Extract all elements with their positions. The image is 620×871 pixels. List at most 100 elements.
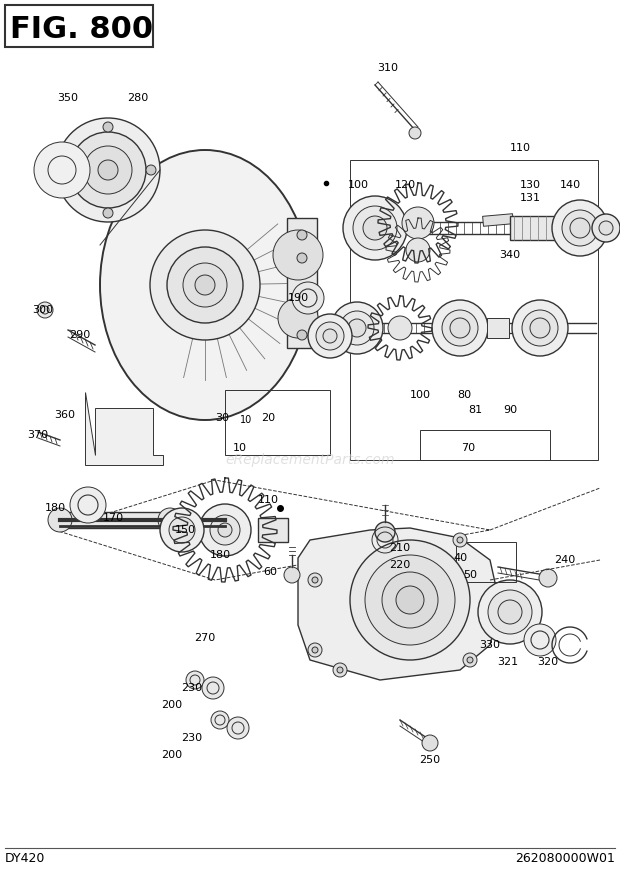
Text: 240: 240 [554,555,575,565]
Polygon shape [85,392,163,465]
Text: 190: 190 [288,293,309,303]
Circle shape [467,657,473,663]
Circle shape [278,298,318,338]
Circle shape [210,515,240,545]
Text: 110: 110 [257,495,278,505]
Text: 30: 30 [215,413,229,423]
Circle shape [146,165,156,175]
Bar [487,318,509,338]
Text: 262080000W01: 262080000W01 [515,852,615,865]
Text: DY420: DY420 [5,852,45,865]
Circle shape [353,206,397,250]
Circle shape [308,643,322,657]
Text: 230: 230 [182,683,203,693]
Bar [258,518,288,542]
Circle shape [396,586,424,614]
Circle shape [599,221,613,235]
Text: 360: 360 [55,410,76,420]
Text: 180: 180 [45,503,66,513]
Bar [60,512,170,528]
Text: 200: 200 [161,700,182,710]
Bar [350,160,598,460]
Text: 340: 340 [500,250,521,260]
Text: 290: 290 [69,330,91,340]
Circle shape [284,567,300,583]
Text: 320: 320 [538,657,559,667]
Circle shape [512,300,568,356]
Text: 120: 120 [394,180,415,190]
Text: 280: 280 [127,93,149,103]
Bar [225,390,330,455]
Text: 131: 131 [520,193,541,203]
Ellipse shape [100,150,310,420]
Circle shape [84,146,132,194]
Circle shape [450,318,470,338]
Circle shape [186,671,204,689]
Text: FIG. 800: FIG. 800 [10,16,153,44]
Text: 330: 330 [479,640,500,650]
Circle shape [348,319,366,337]
Text: 81: 81 [468,405,482,415]
Circle shape [453,533,467,547]
Circle shape [363,216,387,240]
Bar [287,218,317,348]
Circle shape [382,572,438,628]
Circle shape [337,667,343,673]
Circle shape [312,577,318,583]
Text: 60: 60 [263,567,277,577]
Circle shape [331,302,383,354]
Circle shape [150,230,260,340]
Circle shape [169,517,195,543]
Circle shape [522,310,558,346]
Text: eReplacementParts.com: eReplacementParts.com [225,453,395,467]
Circle shape [570,218,590,238]
Circle shape [308,573,322,587]
Text: 40: 40 [453,553,467,563]
Text: 150: 150 [174,525,195,535]
Text: 10: 10 [233,443,247,453]
Circle shape [56,118,160,222]
Text: 250: 250 [420,755,441,765]
Text: 270: 270 [195,633,216,643]
Text: 80: 80 [457,390,471,400]
Circle shape [432,300,488,356]
Circle shape [498,600,522,624]
Text: 300: 300 [32,305,53,315]
Bar [456,542,516,582]
Circle shape [442,310,478,346]
Circle shape [158,508,182,532]
Circle shape [195,275,215,295]
Circle shape [297,295,307,305]
Circle shape [297,230,307,240]
Circle shape [308,314,352,358]
Circle shape [312,647,318,653]
Text: 230: 230 [182,733,203,743]
Circle shape [211,711,229,729]
Circle shape [183,263,227,307]
Text: 200: 200 [161,750,182,760]
Circle shape [530,318,550,338]
Text: 100: 100 [409,390,430,400]
Circle shape [103,208,113,218]
Circle shape [167,247,243,323]
Circle shape [98,160,118,180]
Circle shape [160,508,204,552]
Circle shape [343,196,407,260]
Text: 310: 310 [378,63,399,73]
Circle shape [103,122,113,132]
Circle shape [48,508,72,532]
Circle shape [70,487,106,523]
Text: 10: 10 [240,415,252,425]
Bar [510,216,565,240]
Text: 170: 170 [102,513,123,523]
Text: 110: 110 [510,143,531,153]
Circle shape [409,127,421,139]
Circle shape [70,132,146,208]
Circle shape [297,253,307,263]
Circle shape [340,311,374,345]
Text: 210: 210 [389,543,410,553]
Circle shape [199,504,251,556]
Circle shape [292,282,324,314]
Text: 20: 20 [261,413,275,423]
Circle shape [478,580,542,644]
